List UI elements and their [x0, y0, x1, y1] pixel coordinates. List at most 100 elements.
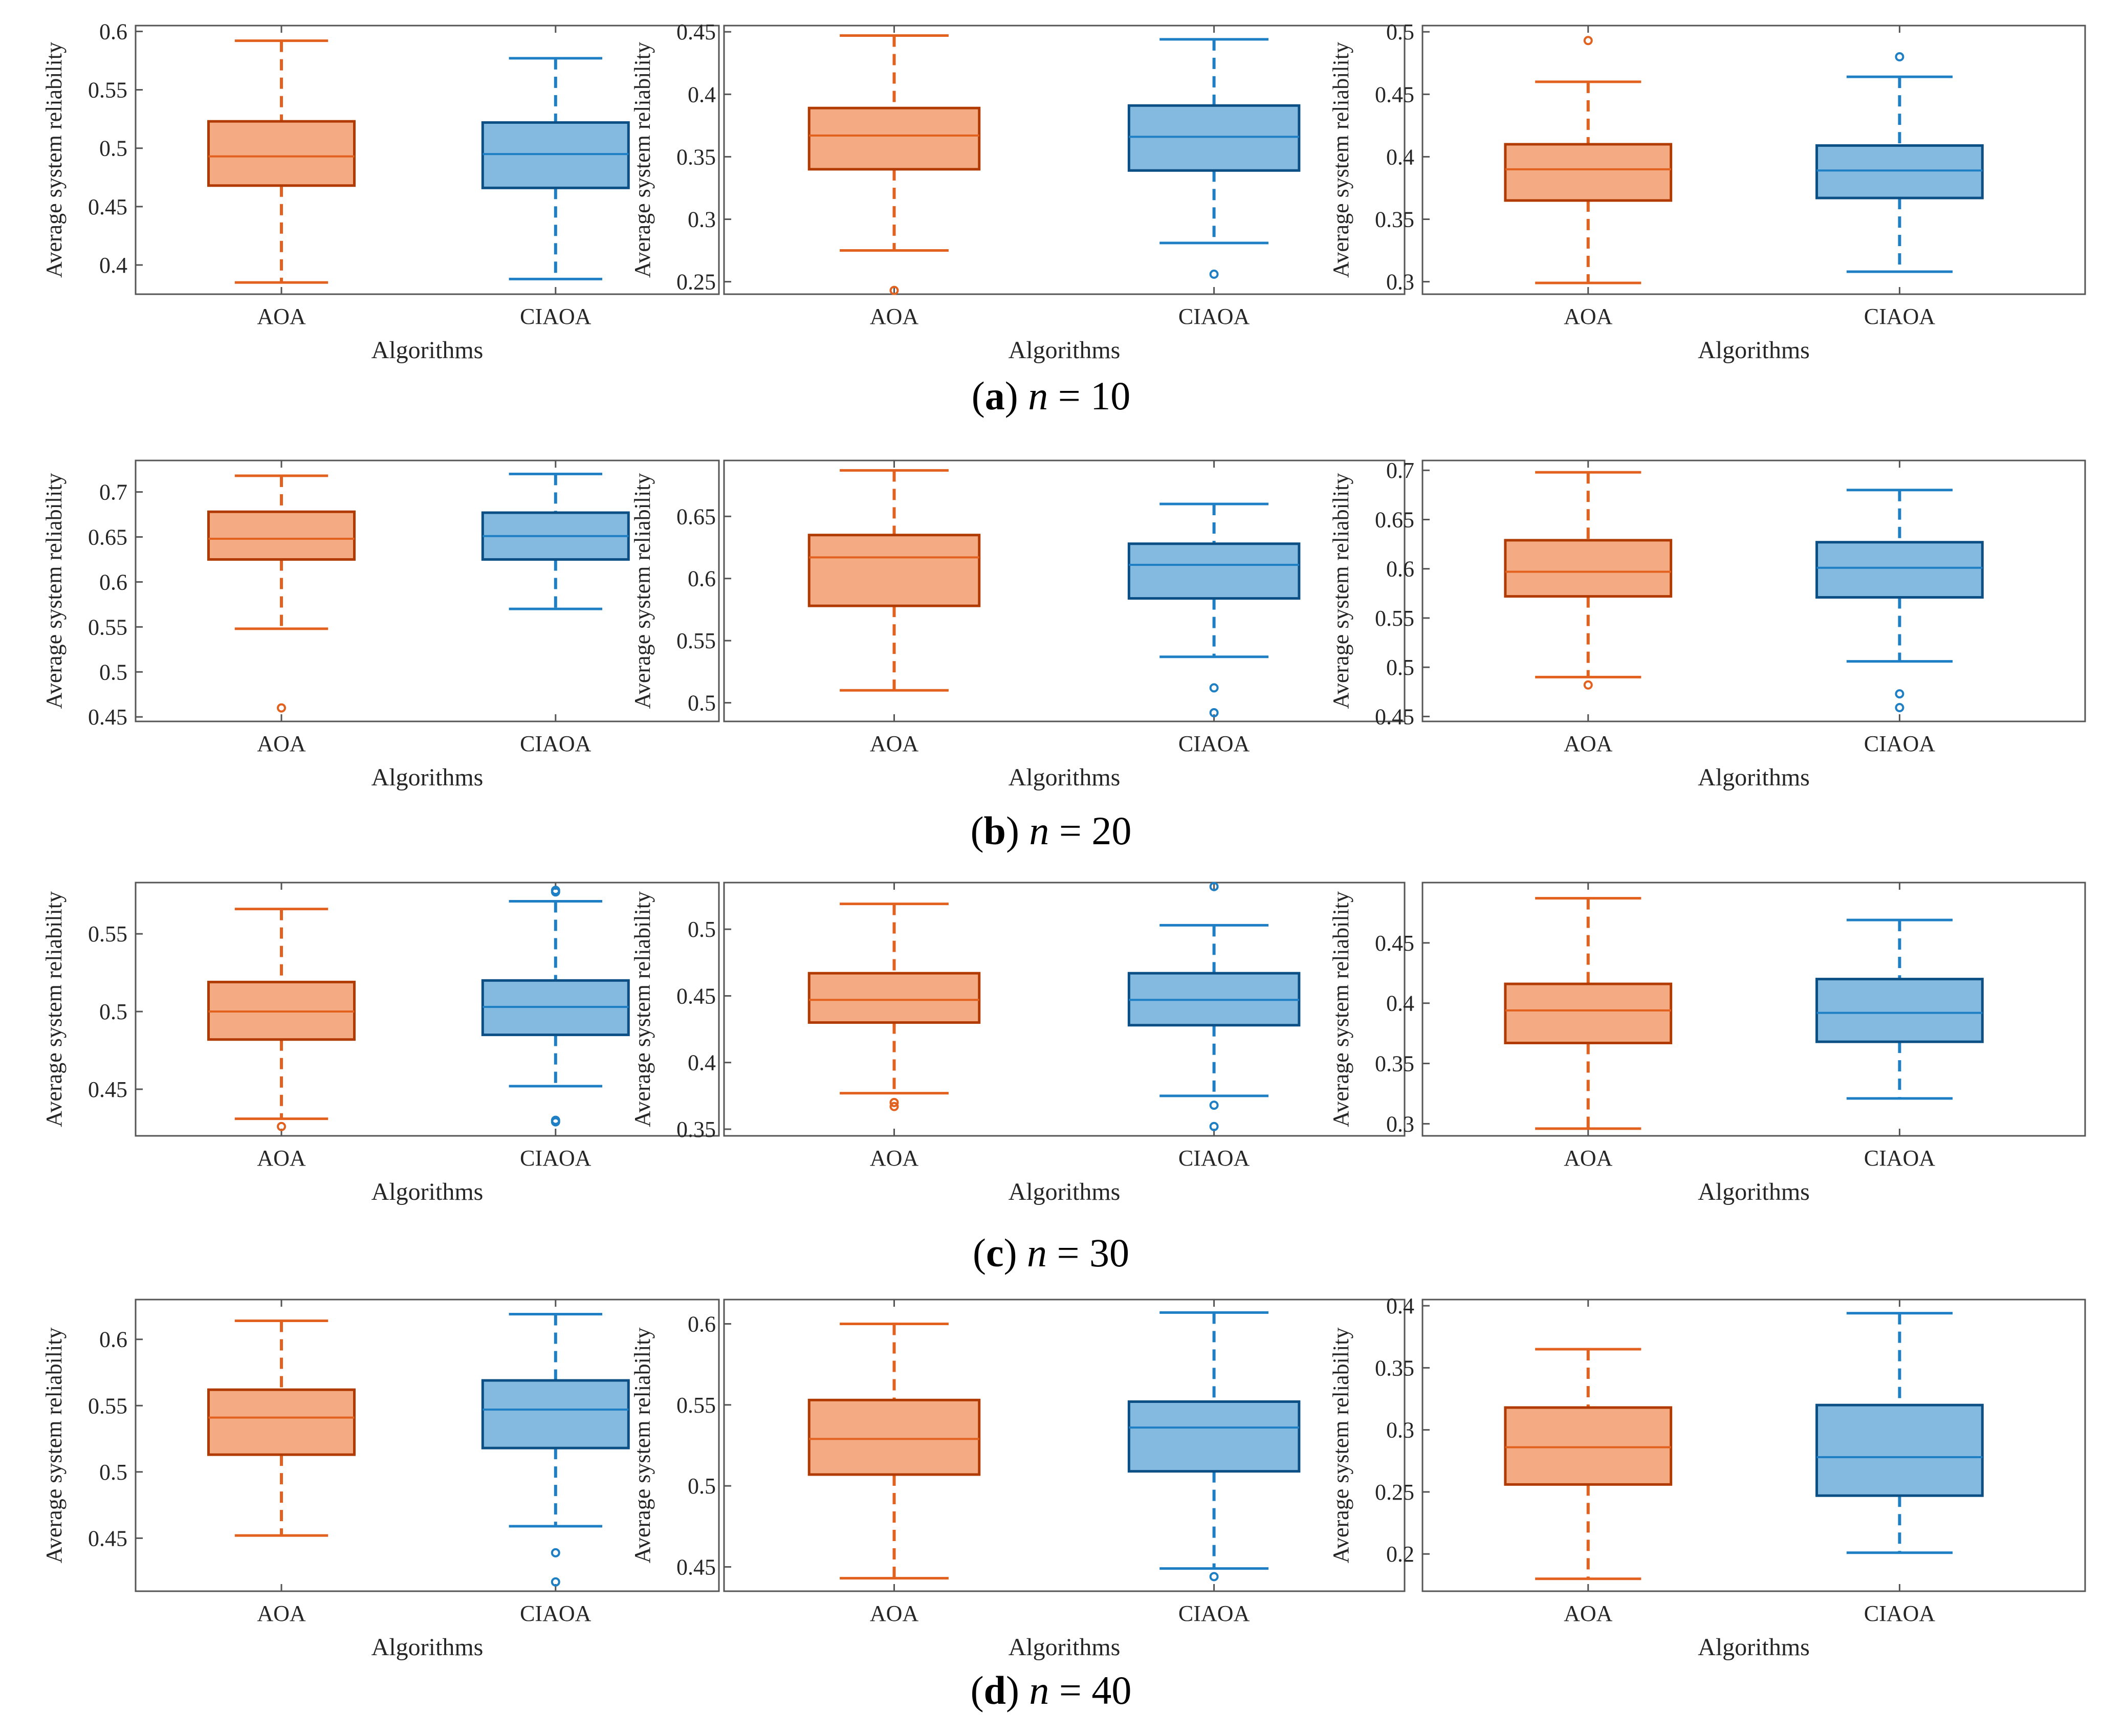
caption-letter: b [984, 808, 1006, 853]
y-tick-label: 0.45 [676, 983, 716, 1008]
outlier-point [1209, 1122, 1219, 1131]
y-tick-label: 0.65 [88, 524, 127, 550]
box-aoa: AOA [207, 883, 356, 1171]
x-tick-label: CIAOA [1864, 1601, 1936, 1626]
outlier-point [1583, 36, 1593, 46]
subfigure-caption: (c) n = 30 [973, 1230, 1129, 1275]
x-axis-label: Algorithms [1698, 1634, 1810, 1661]
y-tick-label: 0.35 [676, 144, 716, 169]
y-axis-label: Average system reliability [630, 473, 655, 709]
x-tick-label: CIAOA [1178, 304, 1250, 329]
chart-panel-4-3: 0.2 0.25 0.3 0.35 0.4 Average system reliabil… [1328, 1293, 2086, 1661]
x-tick-label: CIAOA [520, 1601, 592, 1626]
iqr-box [1504, 539, 1673, 598]
caption-letter: d [984, 1668, 1006, 1712]
y-axis-label: Average system reliability [630, 1327, 655, 1563]
iqr-box [1127, 1400, 1301, 1473]
y-tick-label: 0.4 [1386, 991, 1414, 1016]
y-tick-label: 0.55 [88, 921, 127, 947]
y-tick-label: 0.45 [88, 194, 127, 219]
y-tick-label: 0.5 [688, 691, 716, 716]
x-tick-label: CIAOA [1178, 731, 1250, 756]
y-axis-label: Average system reliability [630, 891, 655, 1127]
box-aoa: AOA [207, 460, 356, 756]
box-ciaoa: CIAOA [481, 883, 630, 1171]
iqr-box [481, 121, 630, 189]
y-tick-label: 0.55 [88, 1393, 127, 1418]
outlier-point [1895, 703, 1904, 713]
x-axis-label: Algorithms [1009, 1634, 1121, 1661]
caption-n-symbol: n [1029, 808, 1049, 853]
chart-panel-1-1: 0.4 0.45 0.5 0.55 0.6 Average system reliabil… [41, 19, 720, 364]
x-axis-label: Algorithms [1698, 1178, 1810, 1205]
y-tick-label: 0.4 [1386, 144, 1414, 169]
iqr-box [207, 120, 356, 187]
y-tick-label: 0.45 [1375, 82, 1414, 107]
caption-letter: a [985, 373, 1005, 418]
chart-panel-4-1: 0.45 0.5 0.55 0.6 Average system reliability… [41, 1299, 720, 1661]
x-tick-label: AOA [257, 731, 306, 756]
box-ciaoa: CIAOA [1815, 26, 1984, 329]
y-tick-label: 0.5 [688, 917, 716, 942]
outlier-point [889, 1097, 899, 1107]
y-tick-label: 0.3 [1386, 1418, 1414, 1443]
x-axis-label: Algorithms [1698, 337, 1810, 364]
y-axis-label: Average system reliability [1328, 473, 1353, 709]
y-tick-label: 0.2 [1386, 1542, 1414, 1567]
x-tick-label: AOA [1564, 304, 1613, 329]
outlier-point [1209, 1101, 1219, 1110]
box-ciaoa: CIAOA [481, 26, 630, 329]
y-axis-label: Average system reliability [41, 891, 67, 1127]
box-ciaoa: CIAOA [481, 1300, 630, 1626]
x-tick-label: CIAOA [1178, 1601, 1250, 1626]
x-tick-label: AOA [257, 1146, 306, 1171]
box-ciaoa: CIAOA [1127, 882, 1301, 1171]
y-tick-label: 0.5 [99, 999, 127, 1024]
y-tick-label: 0.6 [99, 1327, 127, 1352]
x-tick-label: CIAOA [520, 731, 592, 756]
x-axis-label: Algorithms [1009, 337, 1121, 364]
box-aoa: AOA [807, 1300, 981, 1626]
outlier-point [889, 285, 899, 295]
y-tick-label: 0.6 [99, 569, 127, 595]
caption-value: = 20 [1049, 808, 1131, 853]
caption-paren-open: ( [971, 1668, 984, 1712]
y-tick-label: 0.4 [1386, 1293, 1414, 1319]
caption-value: = 30 [1047, 1230, 1129, 1275]
iqr-box [1504, 143, 1673, 202]
y-tick-label: 0.35 [1375, 207, 1414, 232]
box-aoa: AOA [1504, 26, 1673, 329]
y-axis-label: Average system reliability [1328, 42, 1353, 278]
y-tick-label: 0.55 [88, 614, 127, 640]
caption-value: = 40 [1049, 1668, 1131, 1712]
iqr-box [807, 106, 981, 171]
outlier-point [1209, 882, 1219, 891]
box-ciaoa: CIAOA [1815, 1300, 1984, 1626]
y-axis-label: Average system reliability [1328, 891, 1353, 1127]
x-tick-label: AOA [1564, 1146, 1613, 1171]
y-axis-label: Average system reliability [41, 473, 67, 709]
outlier-point [1895, 689, 1904, 699]
caption-n-symbol: n [1028, 373, 1048, 418]
iqr-box [807, 972, 981, 1024]
x-tick-label: AOA [870, 1601, 919, 1626]
y-tick-label: 0.25 [676, 270, 716, 295]
chart-panel-4-2: 0.45 0.5 0.55 0.6 Average system reliability… [630, 1299, 1406, 1661]
box-ciaoa: CIAOA [1127, 460, 1301, 756]
y-tick-label: 0.45 [88, 1077, 127, 1102]
outlier-point [1895, 52, 1904, 62]
subfigure-caption: (b) n = 20 [971, 808, 1132, 853]
caption-paren-close: ) [1006, 808, 1029, 853]
y-tick-label: 0.45 [676, 19, 716, 45]
y-tick-label: 0.65 [676, 504, 716, 529]
iqr-box [807, 534, 981, 607]
iqr-box [1815, 1403, 1984, 1497]
caption-paren-close: ) [1005, 373, 1028, 418]
box-aoa: AOA [1504, 883, 1673, 1171]
x-tick-label: AOA [870, 304, 919, 329]
y-tick-label: 0.6 [688, 1312, 716, 1337]
y-tick-label: 0.4 [99, 253, 127, 278]
chart-panel-2-3: 0.45 0.5 0.55 0.6 0.65 0.7 Average system reli… [1328, 458, 2086, 791]
caption-letter: c [986, 1230, 1004, 1275]
